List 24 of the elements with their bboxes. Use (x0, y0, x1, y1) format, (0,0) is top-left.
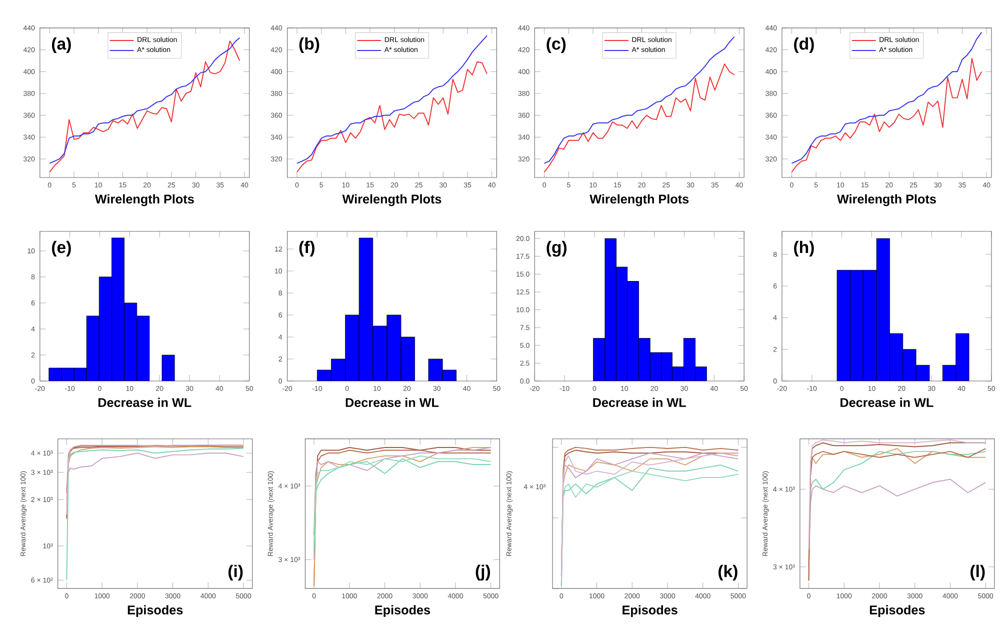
annotation: (j) (476, 564, 490, 580)
annotation: (b) (299, 37, 320, 53)
annotation: (e) (52, 240, 71, 256)
annotation: (h) (794, 240, 814, 256)
annotation: (d) (794, 37, 814, 53)
x-axis-title: Episodes (375, 604, 430, 617)
x-axis-title: Episodes (128, 605, 183, 617)
x-axis-title: Decrease in WL (346, 398, 439, 407)
x-axis-title: Episodes (870, 605, 925, 617)
x-axis-title: Decrease in WL (840, 398, 934, 407)
annotation: (i) (228, 564, 243, 580)
annotation: (c) (546, 37, 566, 53)
x-axis-title: Decrease in WL (593, 398, 686, 407)
annotation: (f) (299, 240, 314, 256)
x-axis-title: Wirelength Plots (342, 194, 442, 206)
x-axis-title: Decrease in WL (98, 398, 192, 407)
annotation: (l) (970, 564, 985, 580)
x-axis-title: Episodes (622, 605, 678, 617)
x-axis-title: Wirelength Plots (590, 194, 689, 206)
annotation: (k) (718, 564, 738, 580)
annotation: (a) (52, 37, 71, 53)
x-axis-title: Wirelength Plots (94, 194, 194, 206)
x-axis-title: Wirelength Plots (836, 194, 936, 206)
annotation: (g) (546, 240, 567, 256)
